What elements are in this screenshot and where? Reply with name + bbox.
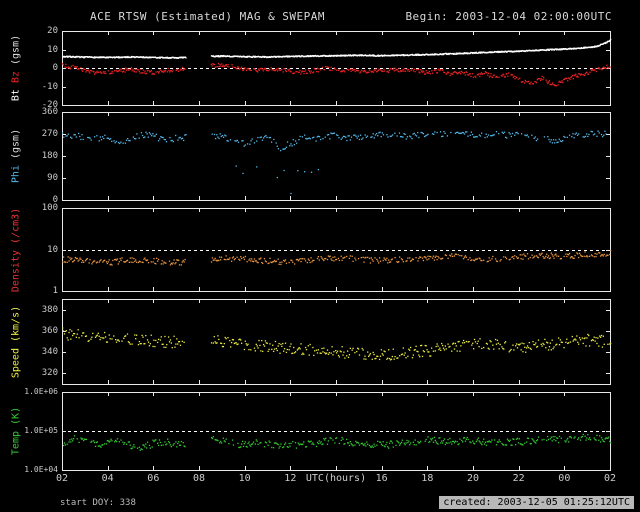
start-doy-label: start DOY: 338 [60, 498, 136, 508]
created-timestamp: created: 2003-12-05 01:25:12UTC [439, 496, 634, 509]
